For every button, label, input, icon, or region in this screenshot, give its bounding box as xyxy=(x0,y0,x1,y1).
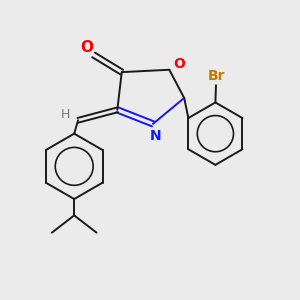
Text: O: O xyxy=(173,57,185,71)
Text: N: N xyxy=(150,129,162,143)
Text: O: O xyxy=(80,40,94,55)
Text: Br: Br xyxy=(208,69,225,83)
Text: H: H xyxy=(61,108,70,122)
